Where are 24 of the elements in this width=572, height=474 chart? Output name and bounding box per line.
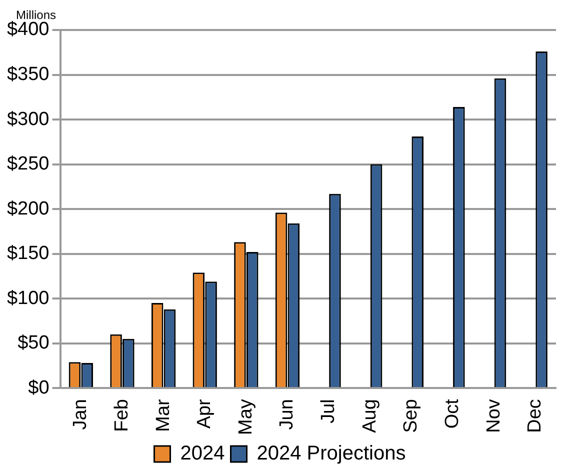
legend-label: 2024 Projections [256,442,406,465]
legend-label: 2024 [180,442,225,465]
y-tick-label: $0 [28,377,50,398]
x-tick-label: Apr [194,398,216,429]
x-tick-label: Jun [276,399,298,430]
x-tick-label: Sep [400,399,422,433]
x-tick-label: Jan [70,399,92,430]
y-tick-label: $300 [6,108,50,130]
x-tick-label: Aug [359,399,380,433]
x-tick-label: Feb [111,399,132,432]
x-tick-label: Nov [483,398,504,433]
y-tick-label: $100 [6,288,50,309]
x-tick-label: Mar [152,398,174,432]
y-tick-label: $200 [6,198,50,220]
y-tick-label: $350 [6,64,50,85]
y-tick-label: $250 [6,154,50,175]
x-tick-label: Jul [318,399,340,424]
x-tick-label: Dec [524,399,546,433]
x-tick-label: Oct [442,398,463,429]
y-tick-label: $400 [6,19,50,40]
y-tick-label: $150 [6,243,50,264]
y-tick-label: $50 [18,332,50,354]
text: Millions [16,8,56,22]
x-tick-label: May [235,398,256,436]
